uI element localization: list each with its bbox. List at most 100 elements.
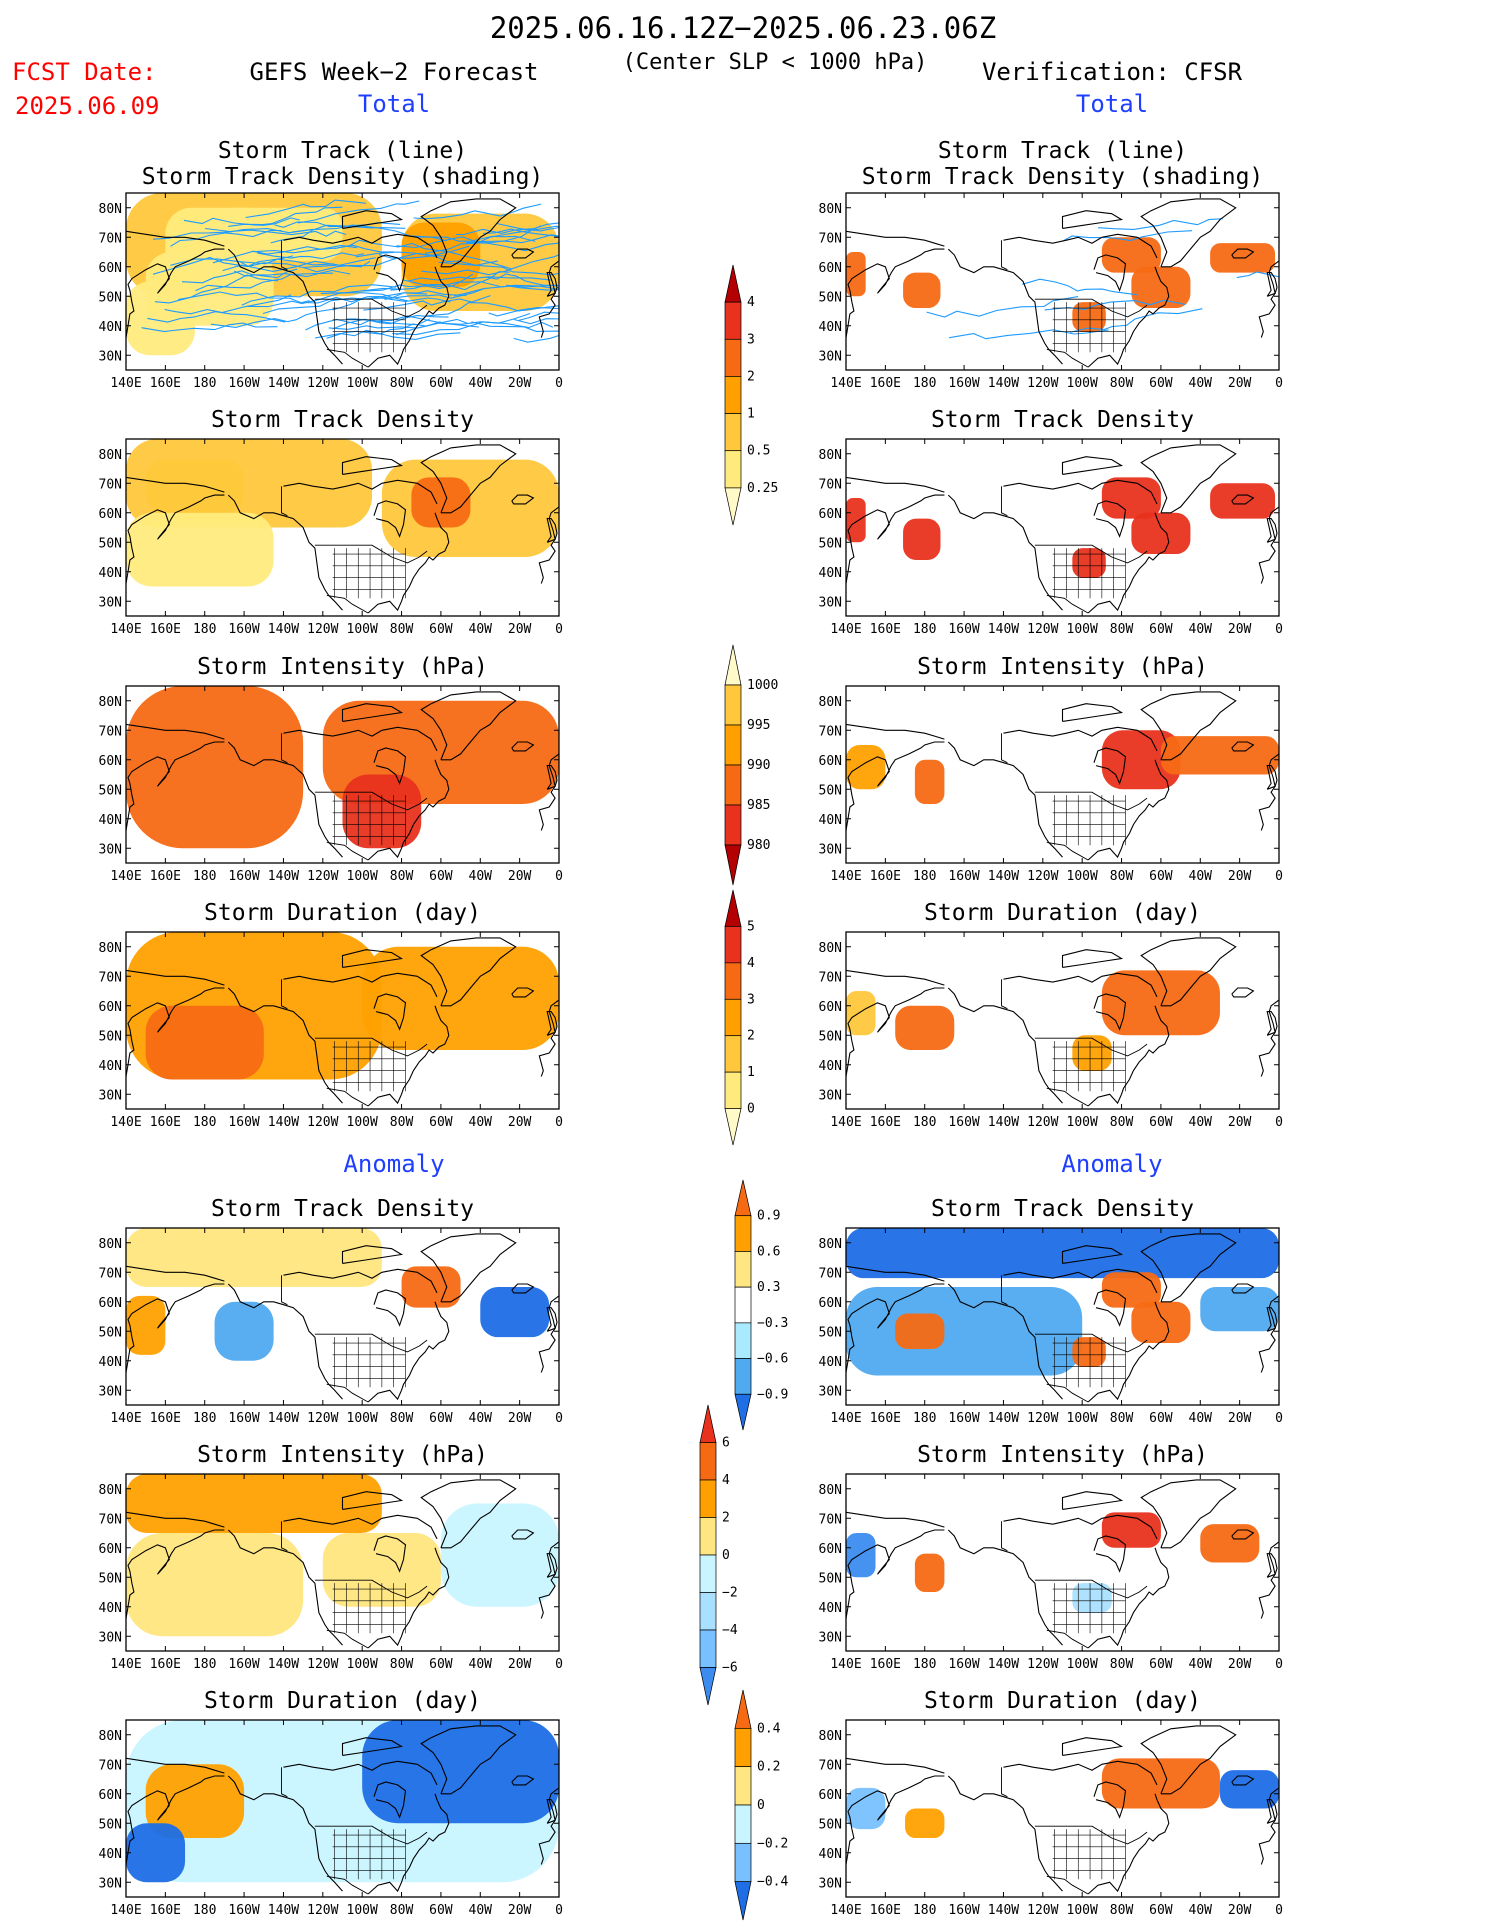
map-frame [125,192,560,371]
colorbar-segment [734,1689,752,1729]
lat-tick-label: 30N [99,1088,122,1103]
lat-tick-label: 50N [819,783,842,798]
colorbar-label: 5 [747,919,755,934]
lon-tick-label: 120W [1027,1903,1058,1918]
colorbar-segment [724,264,742,303]
map-frame [125,438,560,617]
center-slp-note: (Center SLP < 1000 hPa) [623,50,928,75]
field-cell-4 [480,1287,550,1338]
lon-tick-label: 160E [870,1657,901,1672]
colorbar-segment [734,1727,752,1768]
lon-tick-label: 180 [913,1657,936,1672]
lon-tick-label: 20W [1228,622,1252,637]
lon-tick-label: 20W [508,869,532,884]
lon-tick-label: 120W [307,622,338,637]
field-cell-3 [1101,1272,1161,1308]
colorbar-segment [724,684,742,726]
lon-tick-label: 120W [1027,1115,1058,1130]
lon-tick-label: 120W [307,1115,338,1130]
lon-tick-label: 180 [193,1115,216,1130]
lon-tick-label: 0 [555,1411,563,1426]
lon-tick-label: 160W [948,1903,979,1918]
fcst-date-label: FCST Date: [12,58,157,86]
lon-tick-label: 20W [508,1115,532,1130]
lon-tick-label: 60W [429,376,453,391]
gefs-duration-title: Storm Duration (day) [204,900,481,926]
lon-tick-label: 100W [347,1115,378,1130]
colorbar-label: −0.6 [757,1352,788,1367]
lon-tick-label: 100W [1067,622,1098,637]
lon-tick-label: 120W [1027,376,1058,391]
field-cell-4 [1131,512,1191,555]
lat-tick-label: 70N [819,477,842,492]
lon-tick-label: 80W [1110,1903,1134,1918]
lat-tick-label: 70N [99,1512,122,1527]
lon-tick-label: 120W [1027,1411,1058,1426]
field-cell-0 [846,991,876,1036]
lon-tick-label: 140W [268,869,299,884]
lon-tick-label: 40W [469,1903,493,1918]
lon-tick-label: 40W [1189,376,1213,391]
lat-tick-label: 40N [819,320,842,335]
colorbar-label: 0.4 [757,1721,781,1736]
map-frame [845,1719,1280,1898]
lon-tick-label: 140E [110,1411,141,1426]
lon-tick-label: 160W [228,1657,259,1672]
coastlines [846,691,1279,861]
storm-track-line [1098,218,1223,230]
lon-tick-label: 40W [1189,1657,1213,1672]
lon-tick-label: 180 [913,622,936,637]
colorbar-segment [734,1881,752,1921]
storm-track-line [506,284,559,289]
gefs-density-anom-title: Storm Track Density [211,1196,474,1222]
lon-tick-label: 20W [508,622,532,637]
storm-track-line [332,315,449,330]
colorbar-label: −0.9 [757,1387,788,1402]
colorbars: 43210.50.2510009959909859805432100.90.60… [699,264,788,1921]
colorbar-label: 4 [747,295,755,310]
lon-tick-label: 60W [1149,1115,1173,1130]
colorbar-segment [699,1404,717,1443]
colorbar-label: −0.2 [757,1836,788,1851]
storm-track-line [413,203,542,220]
colorbar-segment [734,1358,752,1395]
lat-tick-label: 60N [99,754,122,769]
lon-tick-label: 180 [913,1411,936,1426]
lat-tick-label: 40N [819,1355,842,1370]
lon-tick-label: 60W [1149,1657,1173,1672]
lat-tick-label: 70N [99,970,122,985]
lon-tick-label: 100W [1067,1657,1098,1672]
lon-tick-label: 140W [268,376,299,391]
lon-tick-label: 160W [228,1115,259,1130]
field-cell-0 [126,686,304,849]
lon-tick-label: 100W [347,1903,378,1918]
lon-tick-label: 0 [555,1657,563,1672]
storm-track-line [245,287,402,308]
field-cell-3 [1101,237,1161,273]
lon-tick-label: 140E [110,869,141,884]
lat-tick-label: 50N [99,1325,122,1340]
lat-tick-label: 80N [819,1483,842,1498]
storm-track-line [392,312,531,336]
lat-tick-label: 60N [819,754,842,769]
lon-tick-label: 160E [150,1411,181,1426]
lat-tick-label: 80N [99,695,122,710]
lon-tick-label: 160W [228,622,259,637]
lat-tick-label: 40N [99,1355,122,1370]
storm-track-line [210,308,337,328]
storm-track-line [1022,278,1138,296]
coastlines [126,937,559,1107]
storm-track-line [513,318,559,325]
lat-tick-label: 70N [99,231,122,246]
storm-track-line [239,257,376,269]
lon-tick-label: 160E [870,1411,901,1426]
storm-track-line [471,321,559,332]
lon-tick-label: 140W [268,1657,299,1672]
colorbar-label: −0.4 [757,1875,788,1890]
lat-tick-label: 30N [819,1876,842,1891]
lon-tick-label: 20W [1228,869,1252,884]
map-frame [125,931,560,1110]
storm-track-line [274,221,406,229]
lon-tick-label: 80W [390,1903,414,1918]
lon-tick-label: 180 [913,1903,936,1918]
